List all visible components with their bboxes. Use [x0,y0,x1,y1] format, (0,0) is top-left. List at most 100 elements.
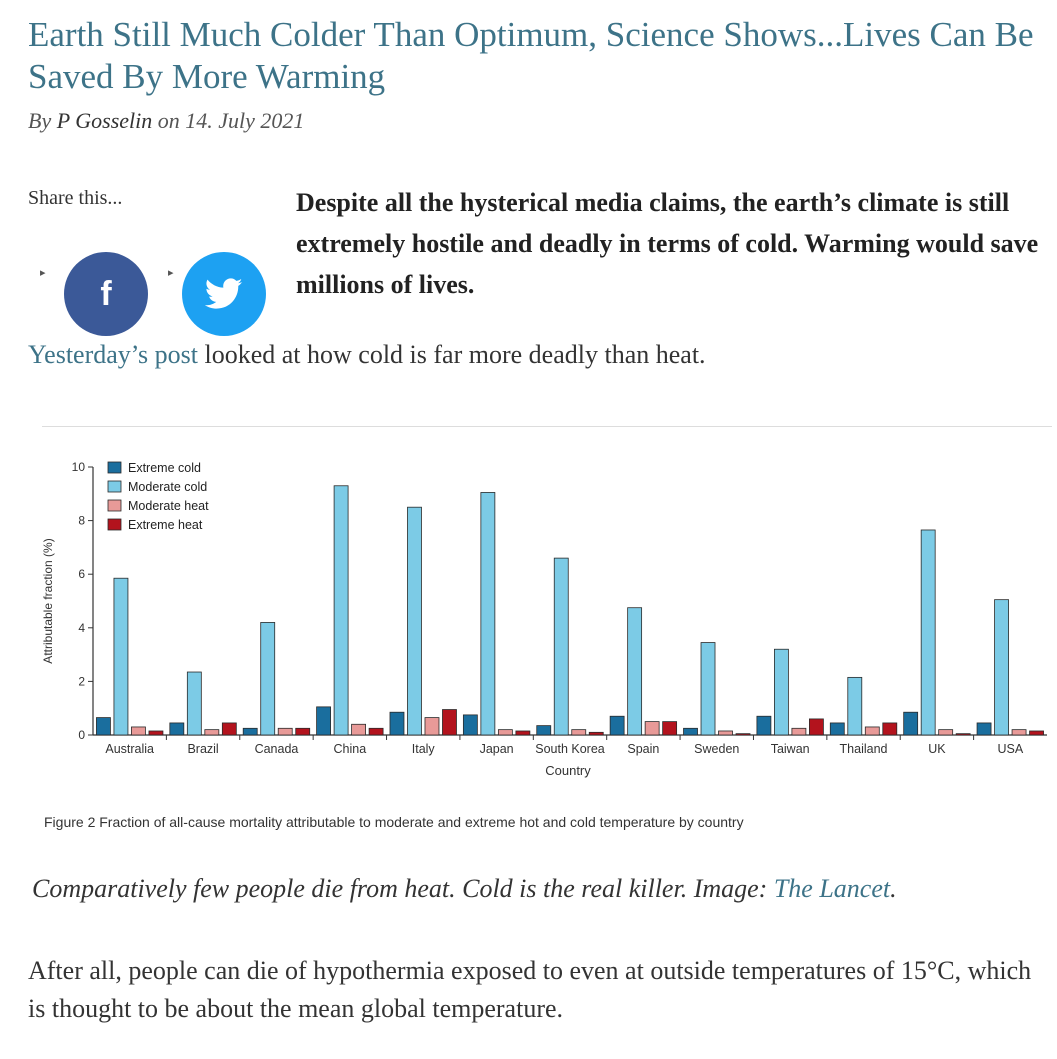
bar [847,676,863,736]
twitter-share-button[interactable] [182,252,266,336]
share-label: Share this... [28,187,123,209]
x-tick-label: Australia [105,742,154,756]
legend-swatch [107,461,122,474]
bar [260,622,276,736]
x-axis-label: Country [545,763,591,778]
bar [113,577,129,736]
yesterdays-post-link[interactable]: Yesterday’s post [28,340,198,369]
lead-paragraph: Despite all the hysterical media claims,… [296,188,1039,299]
post-date: 14. July 2021 [185,108,305,133]
bar [809,718,824,736]
bar [683,727,698,736]
bar [442,709,457,736]
bar [221,722,237,736]
bar [536,725,552,736]
legend-swatch [107,499,122,512]
bar [829,722,845,736]
article-title: Earth Still Much Colder Than Optimum, Sc… [28,15,1034,96]
bar [791,727,807,736]
x-tick-label: Brazil [187,742,218,756]
bar [96,717,111,736]
author-link[interactable]: P Gosselin [56,108,153,133]
chevron-right-icon: ▸ [40,267,46,279]
x-tick-label: Taiwan [771,742,810,756]
legend-swatch [107,518,122,531]
bar [994,599,1009,736]
byline: By P Gosselin on 14. July 2021 [28,108,304,134]
bar [389,711,405,736]
bar [148,730,164,736]
intro-text: looked at how cold is far more deadly th… [197,340,706,369]
byline-prefix: By [28,108,52,133]
bar [955,733,971,736]
facebook-share-button[interactable]: f [64,252,148,336]
bar [774,648,789,736]
y-tick-label: 10 [72,460,86,474]
bar [718,730,733,736]
byline-mid: on [157,108,180,133]
bar [169,722,185,736]
bar [515,730,531,736]
bar [277,727,293,736]
bar [588,731,604,736]
legend-label: Moderate heat [128,499,209,513]
legend-label: Extreme cold [128,461,201,475]
image-caption: Comparatively few people die from heat. … [32,874,897,904]
bar [295,727,311,736]
twitter-icon [205,278,243,309]
x-tick-label: Canada [255,742,299,756]
bar [662,721,678,736]
intro-paragraph: Yesterday’s post looked at how cold is f… [28,340,706,370]
bar [609,715,625,736]
divider [42,426,1052,427]
bar [242,727,258,736]
y-tick-label: 8 [78,514,85,528]
bar [700,642,716,736]
facebook-icon: f [100,274,112,313]
bar [553,557,569,736]
the-lancet-link[interactable]: The Lancet [773,874,891,903]
mortality-bar-chart: 0 2 4 6 8 10 Attributable fraction (%) Australi… [41,460,1047,778]
bar [204,729,220,736]
bar [333,485,349,736]
y-tick-label: 4 [78,621,85,635]
x-tick-label: South Korea [535,742,605,756]
x-tick-label: Japan [480,742,514,756]
bar [462,714,478,736]
chevron-right-icon: ▸ [168,267,174,279]
x-tick-label: Italy [412,742,436,756]
legend-label: Moderate cold [128,480,207,494]
bar [571,729,587,736]
bar [407,506,422,736]
legend-swatch [107,480,122,493]
bar [976,722,992,736]
bar [131,726,146,736]
bar [1029,730,1044,736]
image-caption-text: Comparatively few people die from heat. … [32,874,774,903]
bar [627,607,643,736]
x-tick-label: China [334,742,367,756]
bar [882,722,898,736]
bar [497,729,513,736]
bar [938,729,954,736]
bar [316,706,331,736]
y-tick-label: 0 [78,728,85,742]
x-tick-label: Thailand [840,742,888,756]
y-tick-label: 6 [78,567,85,581]
x-tick-label: USA [997,742,1023,756]
bar [480,492,496,736]
y-tick-label: 2 [78,674,85,688]
bar [644,721,660,736]
body-paragraph: After all, people can die of hypothermia… [28,956,1032,1023]
y-axis-label: Attributable fraction (%) [41,538,55,663]
x-tick-label: Spain [627,742,659,756]
bar [903,711,919,736]
bar [424,717,440,736]
bar [756,715,772,736]
figure-caption: Figure 2 Fraction of all-cause mortality… [44,814,744,830]
bar [920,529,936,736]
image-caption-end: . [890,874,897,903]
x-tick-label: UK [928,742,946,756]
bar [368,727,384,736]
bar [186,671,202,736]
